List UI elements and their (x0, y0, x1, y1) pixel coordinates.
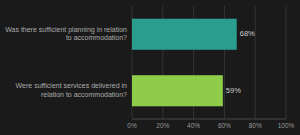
category-label: Was there sufficient planning in relatio… (5, 26, 127, 41)
x-tick-label: 60% (218, 122, 231, 129)
x-tick-label: 100% (278, 122, 295, 129)
data-label: 68% (240, 29, 255, 38)
data-label: 59% (226, 86, 241, 95)
category-label-line: Was there sufficient planning in relatio… (5, 26, 127, 34)
bar (132, 75, 223, 106)
chart-container: Was there sufficient planning in relatio… (0, 0, 300, 135)
x-axis-line (132, 119, 286, 120)
category-label-line: relation to accommodation? (41, 91, 127, 98)
category-label: Were sufficient services delivered in rel… (16, 82, 128, 97)
grid-line (255, 6, 256, 119)
x-tick-label: 40% (187, 122, 200, 129)
category-label-line: Were sufficient services delivered in (16, 82, 128, 89)
grid (132, 6, 286, 119)
category-labels: Was there sufficient planning in relatio… (5, 26, 127, 98)
bar (132, 19, 237, 50)
x-tick-label: 20% (156, 122, 169, 129)
bars (132, 19, 237, 107)
x-tick-label: 0% (127, 122, 137, 129)
x-tick-label: 80% (249, 122, 262, 129)
category-label-line: to accommodation? (66, 34, 127, 41)
grid-line (286, 6, 287, 119)
data-labels: 68% 59% (226, 29, 255, 95)
background (0, 0, 300, 135)
x-ticks: 0% 20% 40% 60% 80% 100% (127, 122, 294, 129)
chart: Was there sufficient planning in relatio… (0, 0, 300, 135)
